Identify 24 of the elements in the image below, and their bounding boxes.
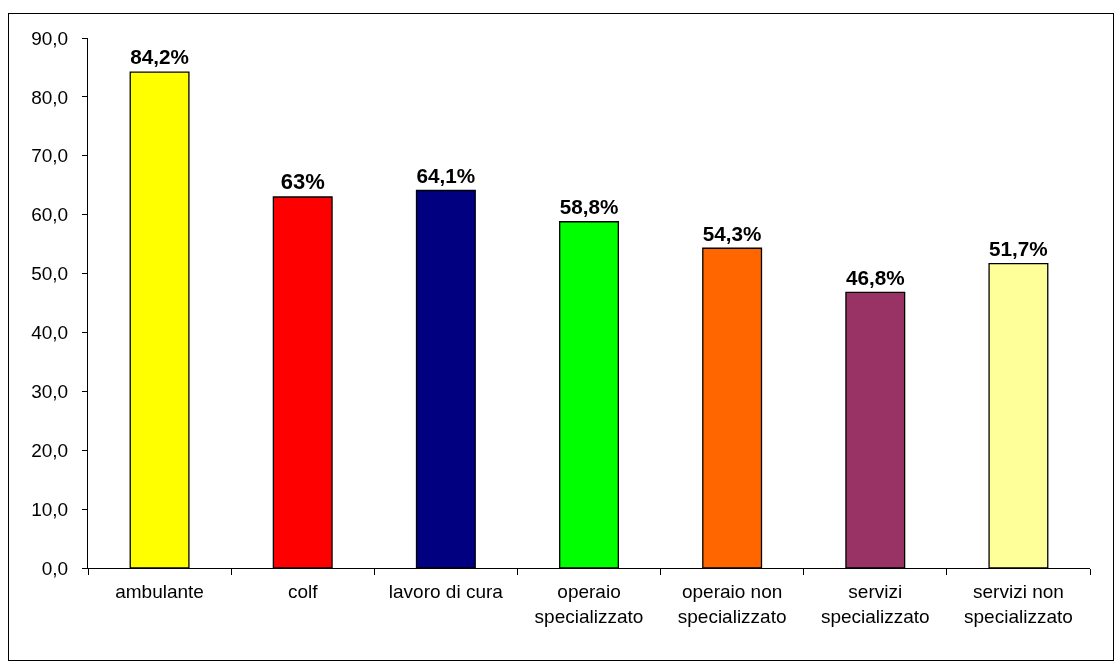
y-tick-label: 50,0 <box>31 263 69 285</box>
data-label: 51,7% <box>989 236 1048 260</box>
data-label: 63% <box>280 169 325 194</box>
y-tick-label: 20,0 <box>31 439 69 461</box>
x-tick-label: servizi non specializzato <box>964 580 1073 627</box>
x-tick-label: operaio non specializzato <box>677 580 787 627</box>
x-tick-label: ambulante <box>115 580 204 602</box>
x-tick-label: operaio specializzato <box>534 580 644 627</box>
y-tick-label: 80,0 <box>31 86 69 108</box>
y-tick-label: 30,0 <box>31 380 69 402</box>
data-label: 58,8% <box>559 195 619 219</box>
data-label: 64,1% <box>416 163 476 187</box>
data-label: 46,8% <box>845 265 905 289</box>
y-tick-label: 90,0 <box>31 27 69 49</box>
y-tick-label: 10,0 <box>31 498 69 520</box>
y-tick-label: 60,0 <box>31 204 69 226</box>
y-tick-label: 0,0 <box>41 557 69 579</box>
y-tick-label: 40,0 <box>31 322 69 344</box>
y-tick-label: 70,0 <box>31 145 69 167</box>
x-tick-label: servizi specializzato <box>820 580 930 627</box>
data-label: 54,3% <box>702 221 762 245</box>
data-label: 84,2% <box>130 45 189 69</box>
x-tick-label: colf <box>287 580 319 602</box>
x-tick-label: lavoro di cura <box>388 580 504 602</box>
